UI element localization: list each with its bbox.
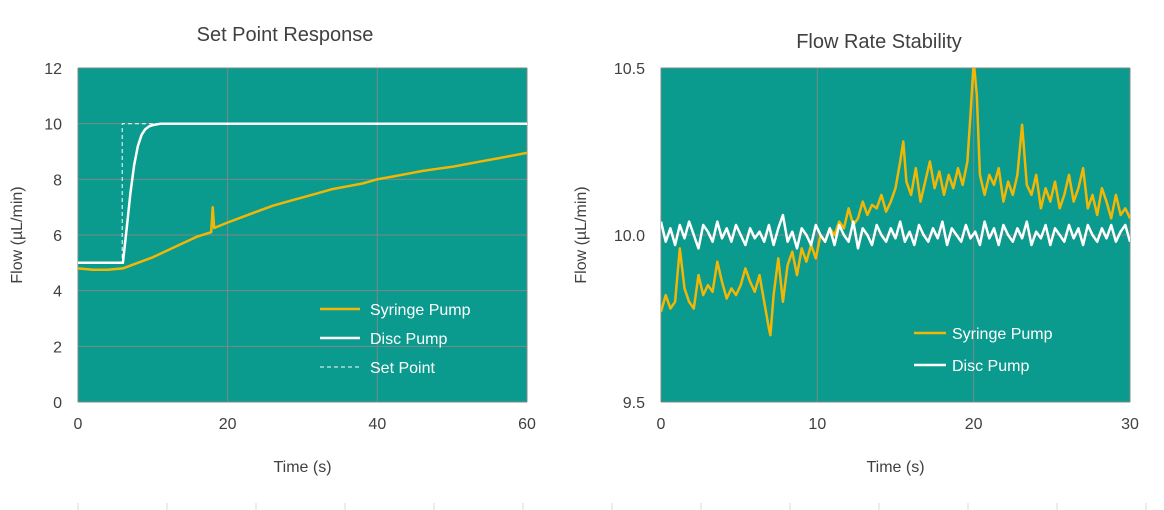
y-tick-label: 8 <box>53 172 62 189</box>
y-tick-label: 10 <box>44 117 62 134</box>
bottom-rule <box>77 503 1147 510</box>
y-tick-label: 6 <box>53 228 62 245</box>
disc-pump-line <box>78 122 527 265</box>
series-group <box>78 122 527 272</box>
legend: Syringe Pump Disc Pump <box>914 326 1053 375</box>
y-tick-label: 4 <box>53 284 62 301</box>
y-axis-label: Flow (µL/min) <box>9 186 26 283</box>
x-axis-label: Time (s) <box>273 459 331 476</box>
x-axis-label: Time (s) <box>866 459 924 476</box>
syringe-pump-line <box>661 68 1130 337</box>
disc-pump-line <box>661 213 1130 250</box>
y-tick-label: 10.5 <box>614 61 645 78</box>
y-tick-label: 0 <box>53 395 62 412</box>
syringe-pump-line <box>78 151 527 272</box>
legend-label: Syringe Pump <box>952 326 1053 343</box>
y-tick-label: 9.5 <box>623 395 645 412</box>
x-tick-label: 60 <box>518 416 536 433</box>
chart-title: Set Point Response <box>197 24 374 46</box>
chart-2: Flow Rate Stability 0 10 20 30 9.5 10.0 10.5 Tim… <box>573 31 1139 476</box>
y-tick-label: 2 <box>53 339 62 356</box>
x-tick-label: 0 <box>657 416 666 433</box>
legend-label: Disc Pump <box>370 331 447 348</box>
y-tick-label: 10.0 <box>614 228 645 245</box>
y-axis-label: Flow (µL/min) <box>573 186 590 283</box>
y-tick-label: 12 <box>44 61 62 78</box>
x-tick-label: 10 <box>808 416 826 433</box>
x-tick-label: 20 <box>219 416 237 433</box>
x-tick-label: 0 <box>74 416 83 433</box>
chart-title: Flow Rate Stability <box>796 31 962 53</box>
x-tick-label: 30 <box>1121 416 1139 433</box>
legend: Syringe Pump Disc Pump Set Point <box>320 302 471 377</box>
x-tick-label: 20 <box>965 416 983 433</box>
chart-1: Set Point Response 0 20 40 60 0 2 4 6 8 10 12 Time (… <box>9 24 536 476</box>
legend-label: Disc Pump <box>952 358 1029 375</box>
series-group <box>661 68 1130 337</box>
legend-label: Syringe Pump <box>370 302 471 319</box>
x-tick-label: 40 <box>368 416 386 433</box>
legend-label: Set Point <box>370 360 435 377</box>
